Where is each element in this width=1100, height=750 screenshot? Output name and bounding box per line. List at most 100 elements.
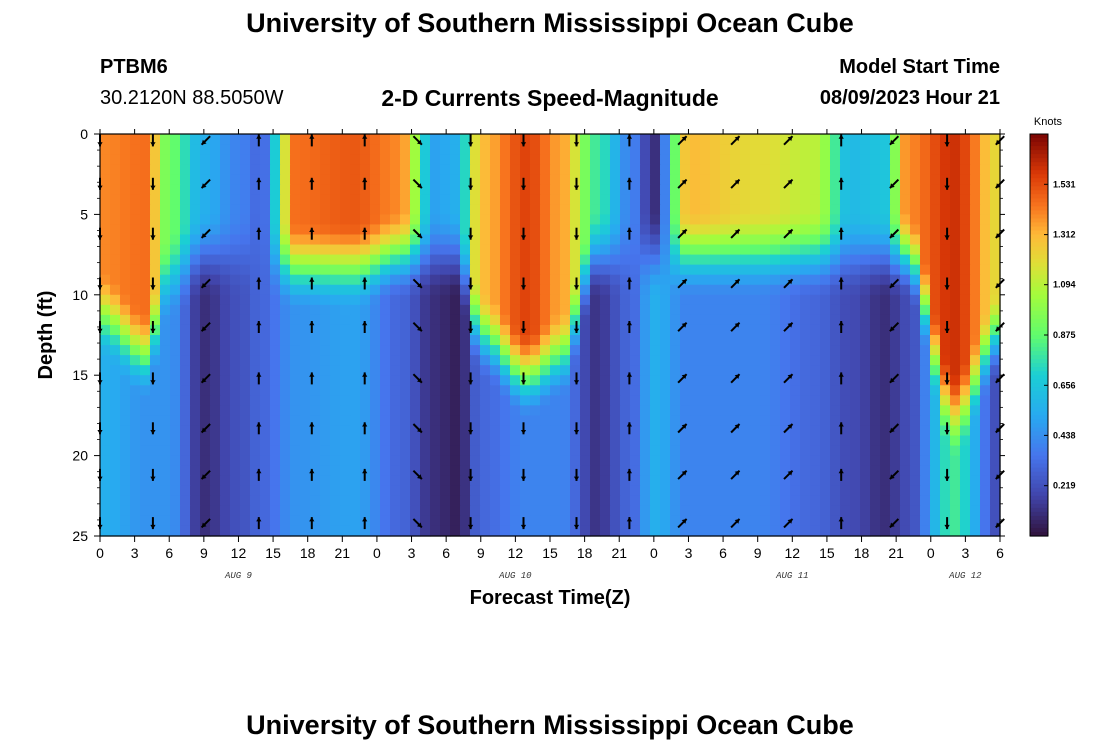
- heatmap-cell: [530, 515, 541, 527]
- heatmap-cell: [690, 485, 701, 497]
- heatmap-cell: [400, 224, 411, 236]
- heatmap-cell: [470, 214, 481, 226]
- heatmap-cell: [770, 355, 781, 366]
- heatmap-cell: [320, 375, 331, 386]
- heatmap-cell: [300, 274, 311, 286]
- heatmap-cell: [740, 525, 751, 537]
- heatmap-cell: [990, 365, 1001, 376]
- heatmap-cell: [840, 365, 851, 376]
- heatmap-cell: [910, 395, 921, 406]
- heatmap-cell: [440, 164, 451, 175]
- heatmap-cell: [530, 324, 541, 336]
- colorbar-segment: [1030, 395, 1048, 400]
- heatmap-cell: [400, 284, 411, 296]
- heatmap-cell: [380, 244, 391, 256]
- heatmap-cell: [780, 184, 791, 195]
- heatmap-cell: [350, 324, 361, 336]
- heatmap-cell: [480, 144, 491, 155]
- heatmap-cell: [920, 264, 931, 276]
- heatmap-cell: [900, 164, 911, 175]
- heatmap-cell: [640, 355, 651, 366]
- current-arrow-head: [734, 322, 740, 328]
- heatmap-cell: [440, 184, 451, 195]
- heatmap-cell: [290, 184, 301, 195]
- heatmap-cell: [580, 365, 591, 376]
- heatmap-cell: [820, 234, 831, 246]
- heatmap-cell: [110, 254, 121, 266]
- heatmap-cell: [240, 234, 251, 246]
- heatmap-cell: [160, 445, 171, 457]
- heatmap-cell: [860, 164, 871, 175]
- heatmap-cell: [470, 274, 481, 286]
- model-start-label: Model Start Time: [839, 56, 1000, 78]
- heatmap-cell: [750, 144, 761, 155]
- heatmap-cell: [870, 525, 881, 537]
- heatmap-cell: [520, 485, 531, 497]
- heatmap-cell: [510, 425, 521, 437]
- heatmap-cell: [660, 274, 671, 286]
- heatmap-cell: [920, 234, 931, 246]
- colorbar-segment: [1030, 415, 1048, 421]
- heatmap-cell: [440, 475, 451, 487]
- heatmap-cell: [790, 375, 801, 386]
- heatmap-cell: [760, 154, 771, 165]
- heatmap-cell: [600, 254, 611, 266]
- colorbar-tick-label: 0.438: [1053, 430, 1076, 440]
- heatmap-cell: [190, 264, 201, 276]
- heatmap-cell: [120, 274, 131, 286]
- heatmap-cell: [930, 445, 941, 457]
- colorbar-segment: [1030, 282, 1048, 288]
- heatmap-cell: [280, 184, 291, 195]
- heatmap-cell: [360, 505, 371, 517]
- heatmap-cell: [480, 495, 491, 507]
- heatmap-cell: [300, 345, 311, 356]
- heatmap-cell: [690, 405, 701, 416]
- heatmap-cell: [840, 274, 851, 286]
- heatmap-cell: [500, 435, 511, 447]
- heatmap-cell: [250, 435, 261, 447]
- heatmap-cell: [690, 324, 701, 336]
- heatmap-cell: [310, 525, 321, 537]
- y-tick-label: 15: [72, 367, 88, 383]
- heatmap-cell: [230, 284, 241, 296]
- heatmap-cell: [170, 324, 181, 336]
- heatmap-cell: [800, 244, 811, 256]
- heatmap-cell: [390, 435, 401, 447]
- heatmap-cell: [220, 505, 231, 517]
- x-tick-label: 18: [300, 545, 316, 561]
- heatmap-cell: [790, 425, 801, 437]
- heatmap-cell: [510, 204, 521, 215]
- heatmap-cell: [110, 375, 121, 386]
- heatmap-cell: [970, 174, 981, 185]
- heatmap-cell: [550, 335, 561, 346]
- heatmap-cell: [920, 335, 931, 346]
- heatmap-cell: [260, 355, 271, 366]
- heatmap-cell: [890, 405, 901, 416]
- heatmap-cell: [600, 435, 611, 447]
- heatmap-cell: [130, 324, 141, 336]
- heatmap-cell: [960, 264, 971, 276]
- heatmap-cell: [120, 144, 131, 155]
- heatmap-cell: [350, 365, 361, 376]
- colorbar-segment: [1030, 246, 1048, 252]
- heatmap-cell: [260, 314, 271, 326]
- heatmap-cell: [140, 525, 151, 537]
- heatmap-cell: [310, 294, 321, 306]
- heatmap-cell: [700, 485, 711, 497]
- heatmap-cell: [120, 294, 131, 306]
- heatmap-cell: [800, 294, 811, 306]
- heatmap-cell: [360, 304, 371, 316]
- heatmap-cell: [100, 184, 111, 195]
- heatmap-cell: [120, 324, 131, 336]
- heatmap-cell: [310, 495, 321, 507]
- heatmap-cell: [140, 365, 151, 376]
- heatmap-cell: [810, 304, 821, 316]
- heatmap-cell: [960, 495, 971, 507]
- heatmap-cell: [560, 435, 571, 447]
- heatmap-cell: [230, 395, 241, 406]
- heatmap-cell: [320, 214, 331, 226]
- heatmap-cell: [830, 264, 841, 276]
- heatmap-cell: [920, 214, 931, 226]
- heatmap-cell: [760, 284, 771, 296]
- current-arrow-head: [362, 468, 368, 474]
